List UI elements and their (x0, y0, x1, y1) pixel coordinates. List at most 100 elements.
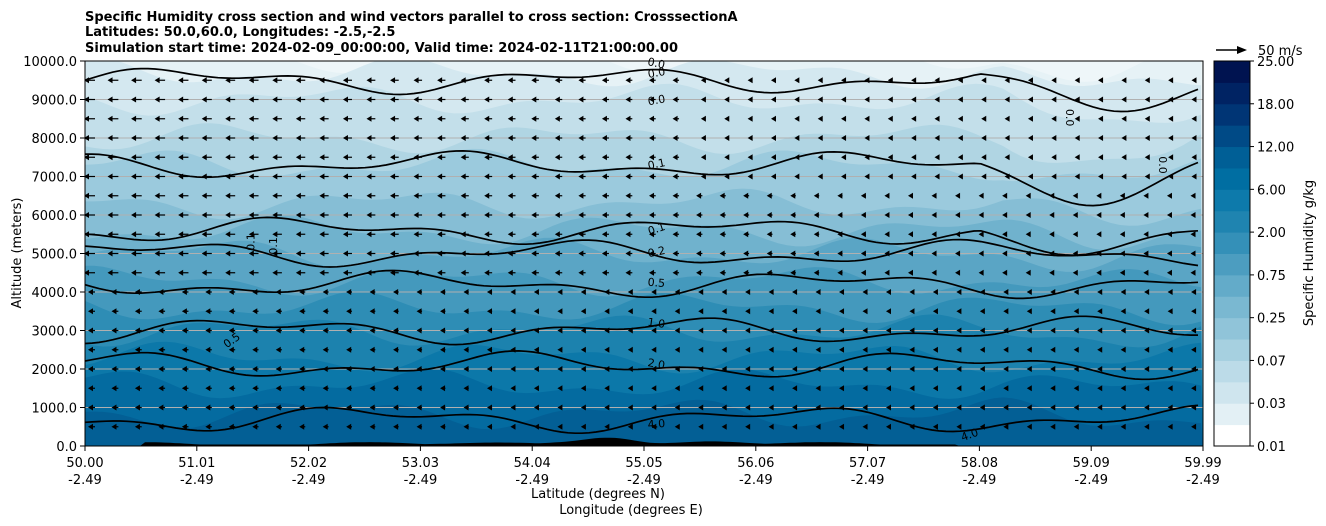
wind-arrowhead (1143, 250, 1149, 257)
wind-arrowhead (1074, 96, 1080, 103)
wind-arrowhead (1098, 173, 1104, 180)
wind-arrowhead (88, 327, 93, 334)
wind-arrowhead (275, 308, 281, 315)
wind-arrowhead (557, 308, 563, 315)
wind-arrowhead (252, 289, 258, 295)
wind-arrowhead (342, 269, 348, 276)
wind-arrowhead (533, 385, 539, 392)
wind-arrowhead (557, 423, 563, 430)
wind-arrowhead (107, 269, 113, 276)
colorbar-segment (1214, 424, 1250, 447)
wind-arrowhead (1049, 192, 1055, 199)
wind-arrowhead (1096, 192, 1102, 199)
wind-arrowhead (1167, 423, 1173, 430)
wind-arrowhead (507, 115, 513, 122)
wind-arrowhead (1072, 212, 1078, 218)
wind-arrowhead (862, 308, 868, 315)
wind-arrowhead (931, 212, 937, 218)
wind-arrowhead (1004, 96, 1010, 103)
wind-arrowhead (841, 135, 847, 141)
colorbar-segment (1214, 403, 1250, 426)
wind-arrowhead (272, 77, 278, 84)
wind-arrowhead (651, 366, 657, 372)
wind-arrowhead (437, 154, 443, 161)
wind-arrowhead (107, 135, 113, 141)
wind-arrowhead (248, 250, 254, 257)
colorbar-segment (1214, 189, 1250, 212)
wind-arrowhead (1167, 404, 1173, 411)
wind-arrowhead (1050, 289, 1056, 295)
chart-title-line-3: Simulation start time: 2024-02-09_00:00:… (85, 41, 678, 56)
wind-arrowhead (698, 423, 704, 430)
wind-arrowhead (907, 250, 913, 257)
y-tick-label: 7000.0 (32, 171, 78, 186)
wind-arrowhead (413, 212, 419, 218)
wind-arrowhead (934, 173, 940, 180)
wind-arrowhead (1144, 366, 1150, 372)
wind-arrowhead (533, 366, 539, 372)
wind-arrowhead (651, 423, 657, 430)
wind-arrowhead (1120, 289, 1126, 295)
wind-arrowhead (107, 250, 113, 257)
wind-arrowhead (766, 250, 772, 257)
contour-label: 0.1 (245, 233, 258, 251)
wind-arrowhead (201, 250, 207, 257)
wind-arrowhead (625, 192, 631, 199)
wind-arrowhead (1144, 423, 1150, 430)
wind-arrowhead (1026, 385, 1032, 392)
wind-arrowhead (1003, 385, 1009, 392)
wind-arrowhead (319, 192, 325, 199)
wind-arrowhead (601, 154, 607, 161)
wind-arrowhead (957, 173, 963, 180)
colorbar-label: Specific Humidity g/kg (1302, 180, 1317, 326)
colorbar-tick-label: 0.01 (1257, 440, 1286, 455)
wind-arrowhead (342, 212, 348, 218)
wind-arrowhead (275, 366, 281, 372)
wind-arrowhead (228, 327, 234, 334)
wind-arrowhead (346, 385, 352, 392)
wind-arrowhead (578, 231, 584, 238)
wind-arrowhead (839, 289, 845, 295)
wind-arrowhead (460, 173, 466, 180)
wind-arrowhead (111, 346, 117, 353)
wind-arrowhead (1026, 423, 1032, 430)
wind-arrowhead (107, 231, 113, 238)
wind-arrowhead (907, 212, 913, 218)
humidity-contour-lines (85, 67, 1199, 435)
wind-arrowhead (1049, 212, 1055, 218)
wind-arrowhead (134, 327, 140, 334)
wind-arrowhead (225, 115, 231, 122)
wind-arrowhead (413, 135, 419, 141)
contour-line (85, 67, 1199, 113)
wind-arrowhead (295, 77, 301, 84)
wind-arrowhead (554, 173, 560, 180)
wind-arrowhead (909, 308, 915, 315)
wind-arrowhead (885, 327, 891, 334)
wind-arrowhead (601, 173, 607, 180)
contour-label: 0.0 (647, 65, 666, 81)
wind-arrowhead (507, 77, 513, 84)
wind-arrowhead (252, 385, 258, 392)
wind-arrowhead (437, 115, 443, 122)
wind-arrowhead (724, 173, 730, 180)
wind-arrowhead (460, 96, 466, 103)
wind-arrowhead (1191, 346, 1197, 353)
wind-arrowhead (1004, 135, 1010, 141)
wind-arrowhead (672, 192, 678, 199)
x-tick-label-lat: 54.04 (514, 456, 551, 471)
wind-arrowhead (934, 77, 940, 84)
wind-arrowhead (1074, 135, 1080, 141)
colorbar-segment (1214, 210, 1250, 233)
x-tick-label-lon: -2.49 (739, 473, 773, 488)
wind-arrowhead (911, 154, 917, 161)
x-tick-label-lon: -2.49 (1186, 473, 1220, 488)
x-tick-label-lat: 58.08 (961, 456, 998, 471)
wind-arrowhead (817, 96, 823, 103)
wind-arrowhead (510, 385, 516, 392)
wind-arrowhead (178, 154, 184, 161)
wind-arrowhead (1026, 327, 1032, 334)
wind-arrowhead (860, 269, 866, 276)
colorbar-segment (1214, 381, 1250, 404)
wind-arrowhead (979, 366, 985, 372)
wind-arrowhead (366, 135, 372, 141)
